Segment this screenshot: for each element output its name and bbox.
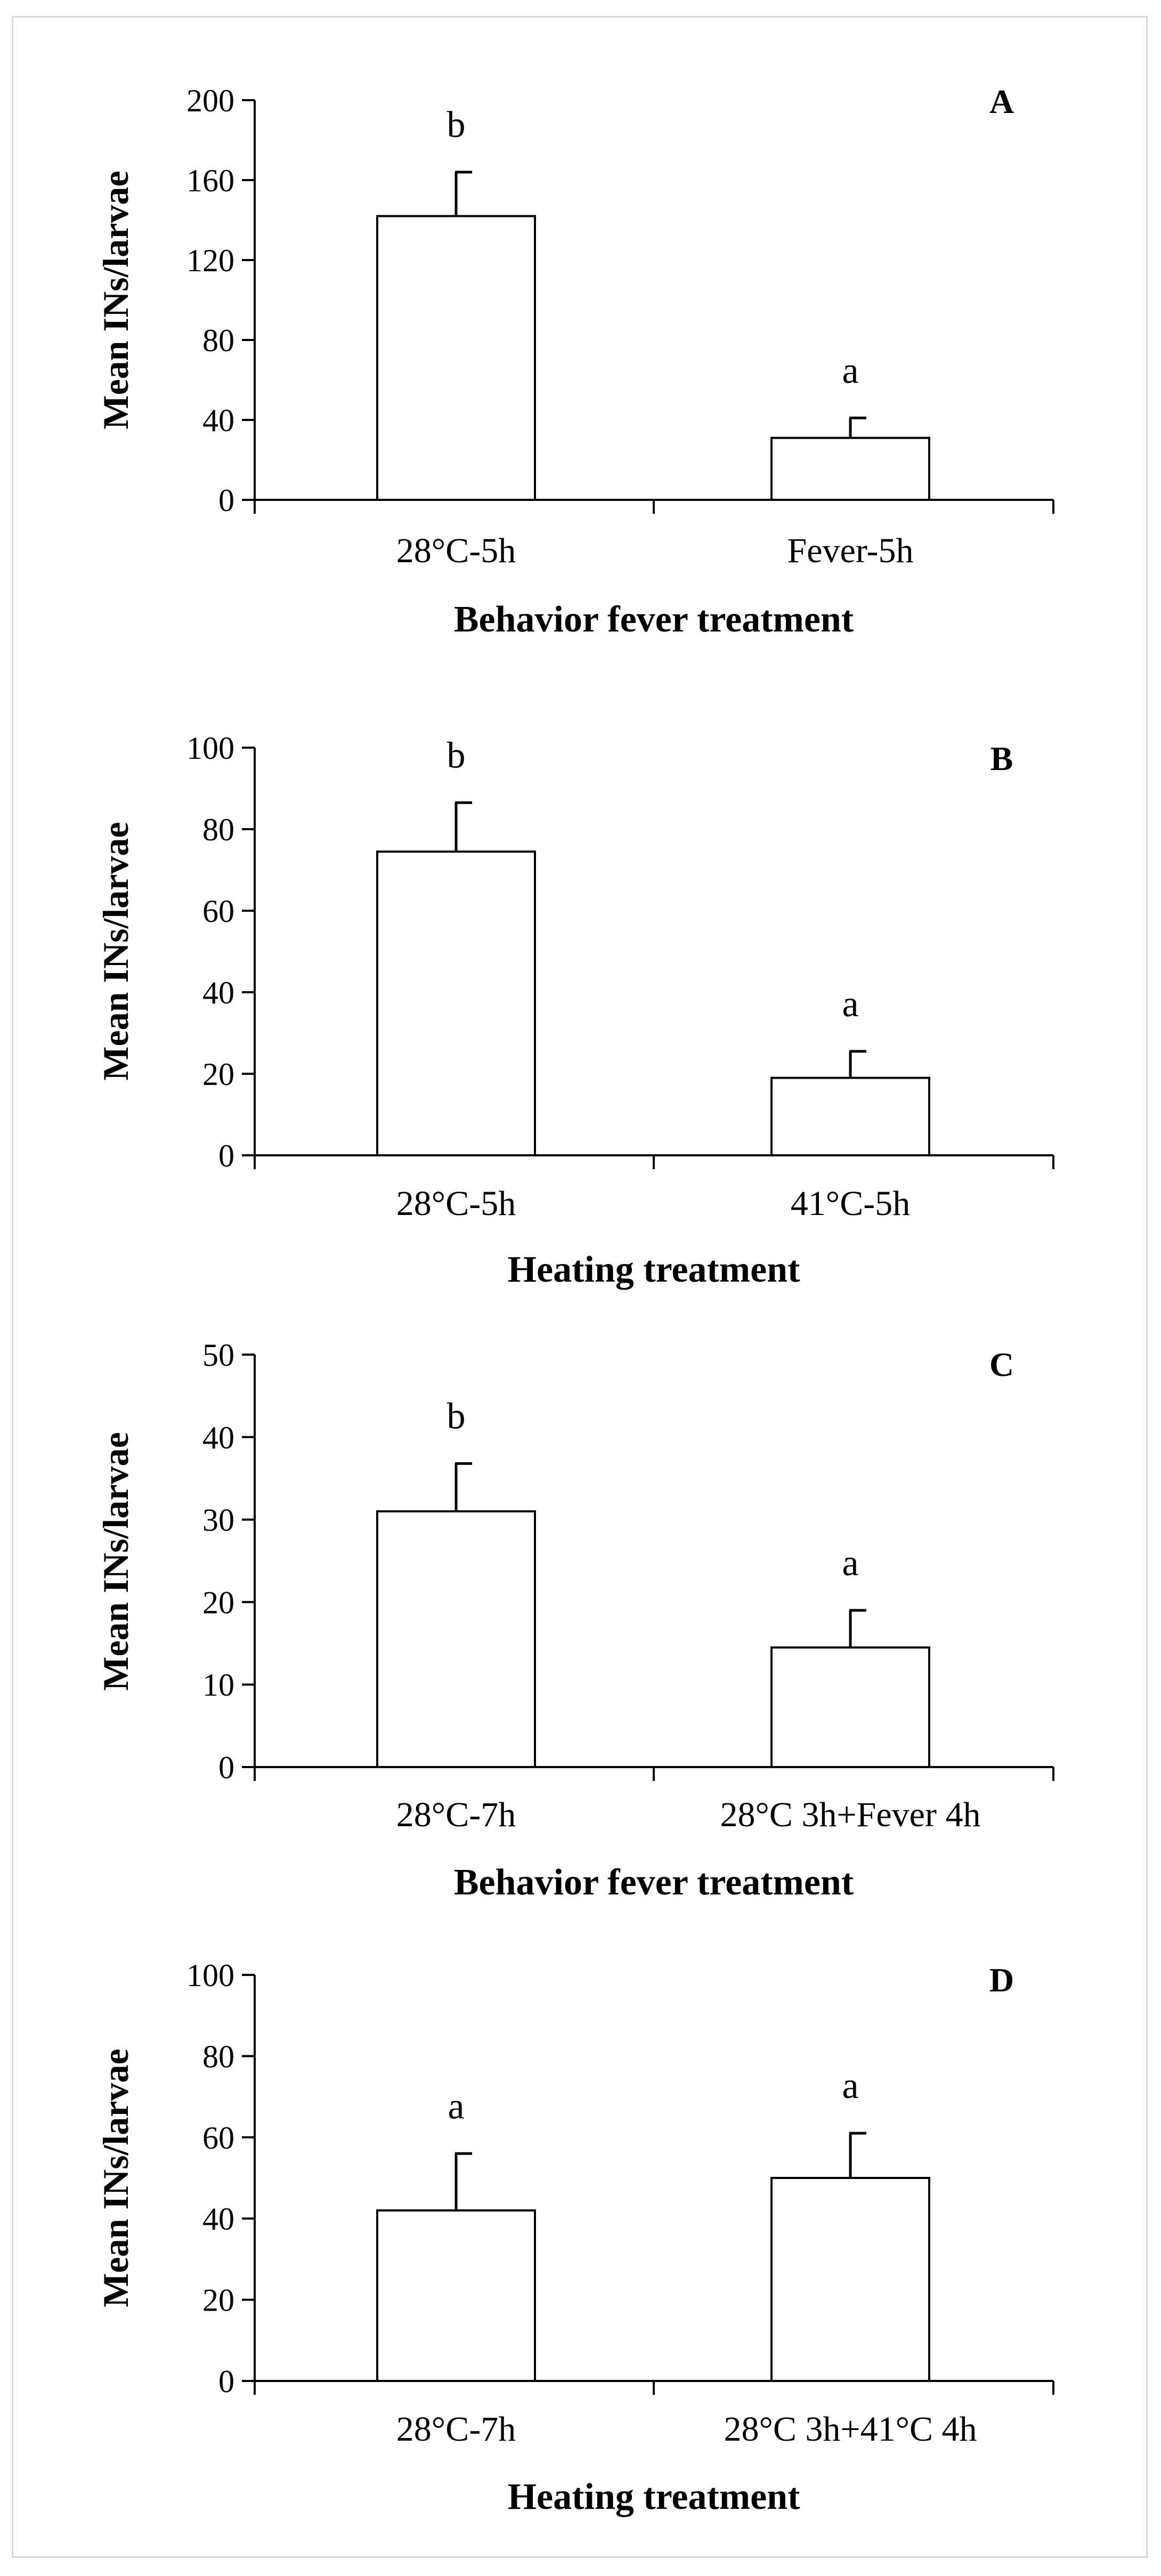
category-label: 28°C-7h <box>396 2410 516 2449</box>
significance-letter: a <box>842 1543 858 1584</box>
chart-panel-b: 0 20 40 60 80 100 b 28°C-5h a 41°C-5h B Heating tre… <box>95 731 1054 1290</box>
y-tick-label: 60 <box>202 2120 234 2156</box>
significance-letter: a <box>842 984 858 1025</box>
y-tick-label: 20 <box>202 1057 234 1092</box>
x-axis-title: Behavior fever treatment <box>454 1862 854 1903</box>
y-axis-title: Mean INs/larvae <box>95 171 136 429</box>
category-label: 41°C-5h <box>791 1184 910 1223</box>
bar <box>770 436 930 501</box>
bar <box>376 215 536 501</box>
y-tick-label: 200 <box>186 83 234 118</box>
y-tick-label: 100 <box>186 1958 234 1993</box>
bar <box>376 850 536 1156</box>
y-tick-label: 80 <box>202 323 234 358</box>
category-label: 28°C-5h <box>396 531 516 570</box>
significance-letter: a <box>842 2065 858 2107</box>
y-tick-label: 160 <box>186 163 234 198</box>
y-tick-label: 80 <box>202 812 234 847</box>
panel-label: B <box>990 740 1013 777</box>
x-axis-title: Behavior fever treatment <box>454 599 854 640</box>
chart-panel-a: 0 40 80 120 160 200 b 28°C-5h a Fever-5h A Behavior… <box>95 83 1054 640</box>
category-label: 28°C 3h+Fever 4h <box>720 1795 981 1834</box>
y-tick-label: 80 <box>202 2039 234 2074</box>
bar <box>770 1076 930 1157</box>
y-tick-label: 120 <box>186 243 234 278</box>
significance-letter: a <box>448 2086 464 2127</box>
category-label: Fever-5h <box>787 531 914 570</box>
y-tick-label: 60 <box>202 894 234 929</box>
y-axis-title: Mean INs/larvae <box>95 1432 136 1690</box>
y-tick-label: 0 <box>218 1138 234 1173</box>
y-tick-label: 0 <box>218 483 234 518</box>
y-tick-label: 50 <box>202 1338 234 1373</box>
bar <box>376 2209 536 2382</box>
y-tick-label: 0 <box>218 1750 234 1785</box>
x-axis-title: Heating treatment <box>508 2476 800 2517</box>
panel-label: C <box>989 1346 1014 1383</box>
y-tick-label: 10 <box>202 1667 234 1703</box>
significance-letter: b <box>447 735 466 776</box>
y-tick-label: 100 <box>186 731 234 766</box>
y-tick-label: 40 <box>202 403 234 438</box>
y-tick-label: 20 <box>202 2283 234 2318</box>
chart-panel-d: 0 20 40 60 80 100 a 28°C-7h a 28°C 3h+41°C 4h D Hea… <box>95 1958 1054 2517</box>
category-label: 28°C-5h <box>396 1184 516 1223</box>
panel-label: D <box>989 1961 1014 1999</box>
y-tick-label: 40 <box>202 975 234 1010</box>
x-axis-title: Heating treatment <box>508 1249 800 1290</box>
chart-panel-c: 0 10 20 30 40 50 b 28°C-7h a 28°C 3h+Fever 4h C Beh… <box>95 1338 1054 1903</box>
y-axis-title: Mean INs/larvae <box>95 822 136 1080</box>
category-label: 28°C 3h+41°C 4h <box>724 2410 977 2449</box>
y-tick-label: 20 <box>202 1585 234 1620</box>
significance-letter: b <box>447 1396 466 1437</box>
panel-label: A <box>989 83 1014 120</box>
bar <box>770 2177 930 2382</box>
y-tick-label: 40 <box>202 2201 234 2237</box>
bar <box>376 1510 536 1769</box>
y-tick-label: 0 <box>218 2364 234 2399</box>
y-tick-label: 40 <box>202 1420 234 1455</box>
y-axis-title: Mean INs/larvae <box>95 2048 136 2307</box>
figure-frame <box>12 16 1148 2558</box>
y-tick-label: 30 <box>202 1503 234 1538</box>
category-label: 28°C-7h <box>396 1795 516 1834</box>
bar <box>770 1646 930 1769</box>
significance-letter: a <box>842 350 858 391</box>
significance-letter: b <box>447 104 466 145</box>
